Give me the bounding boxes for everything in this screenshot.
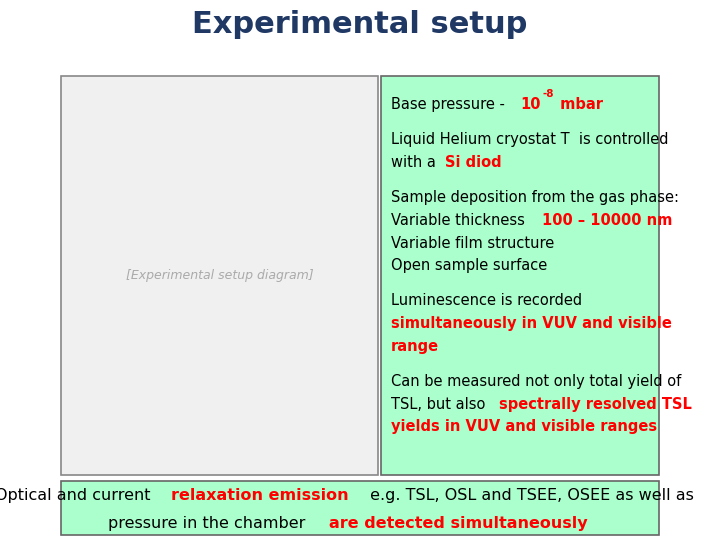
FancyBboxPatch shape (60, 76, 378, 475)
Text: yields in VUV and visible ranges: yields in VUV and visible ranges (390, 419, 657, 434)
Text: pressure in the chamber: pressure in the chamber (107, 516, 310, 531)
Text: 10: 10 (521, 97, 541, 112)
Text: -8: -8 (543, 89, 554, 99)
Text: e.g. TSL, OSL and TSEE, OSEE as well as: e.g. TSL, OSL and TSEE, OSEE as well as (365, 488, 694, 503)
Text: Can be measured not only total yield of: Can be measured not only total yield of (390, 374, 681, 389)
Text: spectrally resolved TSL: spectrally resolved TSL (499, 396, 692, 411)
FancyBboxPatch shape (60, 481, 660, 535)
Text: Open sample surface: Open sample surface (390, 258, 546, 273)
Text: Variable thickness: Variable thickness (390, 213, 529, 228)
FancyBboxPatch shape (382, 76, 660, 475)
Text: mbar: mbar (555, 97, 603, 112)
Text: Experimental setup: Experimental setup (192, 10, 528, 39)
Text: Sample deposition from the gas phase:: Sample deposition from the gas phase: (390, 190, 678, 205)
Text: range: range (390, 339, 438, 354)
Text: relaxation emission: relaxation emission (171, 488, 348, 503)
Text: [Experimental setup diagram]: [Experimental setup diagram] (126, 269, 313, 282)
Text: TSL, but also: TSL, but also (390, 396, 490, 411)
Text: are detected simultaneously: are detected simultaneously (329, 516, 588, 531)
Text: Optical and current: Optical and current (0, 488, 156, 503)
Text: Variable film structure: Variable film structure (390, 235, 554, 251)
Text: Base pressure -: Base pressure - (390, 97, 509, 112)
Text: 100 – 10000 nm: 100 – 10000 nm (542, 213, 672, 228)
Text: with a: with a (390, 155, 440, 170)
Text: Si diod: Si diod (445, 155, 501, 170)
Text: Liquid Helium cryostat T  is controlled: Liquid Helium cryostat T is controlled (390, 132, 668, 147)
Text: simultaneously in VUV and visible: simultaneously in VUV and visible (390, 316, 672, 331)
Text: Luminescence is recorded: Luminescence is recorded (390, 293, 582, 308)
